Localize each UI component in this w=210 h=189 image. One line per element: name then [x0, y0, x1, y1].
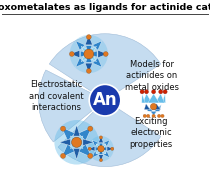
Polygon shape — [154, 105, 161, 111]
Polygon shape — [85, 63, 92, 73]
Polygon shape — [144, 104, 150, 109]
Circle shape — [88, 147, 91, 150]
Polygon shape — [81, 51, 89, 57]
Polygon shape — [93, 41, 102, 50]
Circle shape — [150, 103, 157, 110]
Polygon shape — [162, 94, 165, 103]
Polygon shape — [86, 54, 92, 62]
Polygon shape — [70, 50, 80, 58]
Circle shape — [152, 90, 156, 94]
Polygon shape — [89, 146, 95, 151]
Polygon shape — [76, 41, 85, 50]
Polygon shape — [73, 149, 80, 160]
Polygon shape — [144, 104, 150, 109]
Polygon shape — [89, 51, 97, 57]
Text: Polyoxometalates as ligands for actinide cations: Polyoxometalates as ligands for actinide… — [0, 3, 210, 12]
Circle shape — [70, 35, 108, 73]
Polygon shape — [150, 111, 157, 115]
Polygon shape — [146, 105, 153, 111]
Polygon shape — [78, 144, 92, 157]
Circle shape — [99, 158, 102, 162]
Circle shape — [70, 52, 74, 56]
Polygon shape — [107, 146, 113, 151]
Polygon shape — [92, 151, 98, 158]
Circle shape — [60, 153, 66, 158]
Circle shape — [84, 49, 94, 59]
Wedge shape — [58, 100, 161, 167]
Polygon shape — [98, 136, 103, 143]
Polygon shape — [92, 140, 98, 146]
Circle shape — [161, 114, 164, 118]
Polygon shape — [143, 94, 152, 103]
Circle shape — [146, 114, 150, 118]
Polygon shape — [93, 58, 102, 67]
Circle shape — [144, 90, 148, 94]
Polygon shape — [101, 147, 106, 151]
Polygon shape — [98, 155, 103, 161]
Polygon shape — [73, 125, 80, 136]
Polygon shape — [142, 94, 145, 103]
Polygon shape — [62, 127, 75, 141]
Circle shape — [158, 114, 161, 118]
Circle shape — [88, 136, 114, 162]
Polygon shape — [96, 147, 101, 151]
Circle shape — [60, 126, 66, 131]
Polygon shape — [162, 104, 163, 109]
Text: Electrostatic
and covalent
interactions: Electrostatic and covalent interactions — [29, 80, 84, 112]
Polygon shape — [62, 144, 75, 157]
Polygon shape — [90, 46, 97, 53]
Text: Exciting
electronic
properties: Exciting electronic properties — [130, 117, 173, 149]
Polygon shape — [102, 149, 106, 154]
Polygon shape — [83, 139, 94, 146]
Polygon shape — [59, 139, 70, 146]
Polygon shape — [86, 46, 92, 54]
Polygon shape — [148, 94, 159, 103]
Polygon shape — [104, 151, 110, 158]
Circle shape — [163, 90, 167, 94]
Polygon shape — [155, 94, 164, 103]
Polygon shape — [70, 143, 75, 149]
Circle shape — [159, 90, 163, 94]
Circle shape — [86, 69, 91, 73]
Circle shape — [86, 35, 91, 40]
Text: An: An — [93, 91, 117, 109]
Circle shape — [72, 137, 82, 147]
Polygon shape — [99, 149, 103, 154]
Polygon shape — [102, 144, 106, 148]
Circle shape — [143, 114, 146, 118]
Polygon shape — [76, 58, 85, 67]
Polygon shape — [70, 136, 75, 141]
Circle shape — [99, 136, 102, 139]
Polygon shape — [152, 104, 160, 109]
Polygon shape — [96, 144, 100, 148]
Wedge shape — [39, 70, 105, 142]
Circle shape — [103, 52, 108, 56]
Text: Models for
actinides on
metal oxides: Models for actinides on metal oxides — [125, 60, 179, 92]
Polygon shape — [78, 127, 92, 141]
Wedge shape — [49, 34, 161, 100]
Circle shape — [152, 114, 155, 118]
Polygon shape — [104, 140, 110, 146]
Polygon shape — [81, 55, 88, 62]
Polygon shape — [78, 143, 83, 149]
Circle shape — [98, 146, 104, 152]
Circle shape — [89, 84, 121, 116]
Polygon shape — [96, 149, 100, 154]
Circle shape — [88, 153, 93, 158]
Circle shape — [140, 90, 144, 94]
Polygon shape — [85, 35, 92, 45]
Polygon shape — [99, 143, 103, 149]
Polygon shape — [81, 46, 88, 53]
Circle shape — [111, 147, 114, 150]
Polygon shape — [90, 55, 97, 62]
Circle shape — [54, 120, 99, 165]
Polygon shape — [98, 50, 107, 58]
Polygon shape — [152, 104, 160, 109]
Polygon shape — [78, 136, 83, 141]
Circle shape — [88, 126, 93, 131]
